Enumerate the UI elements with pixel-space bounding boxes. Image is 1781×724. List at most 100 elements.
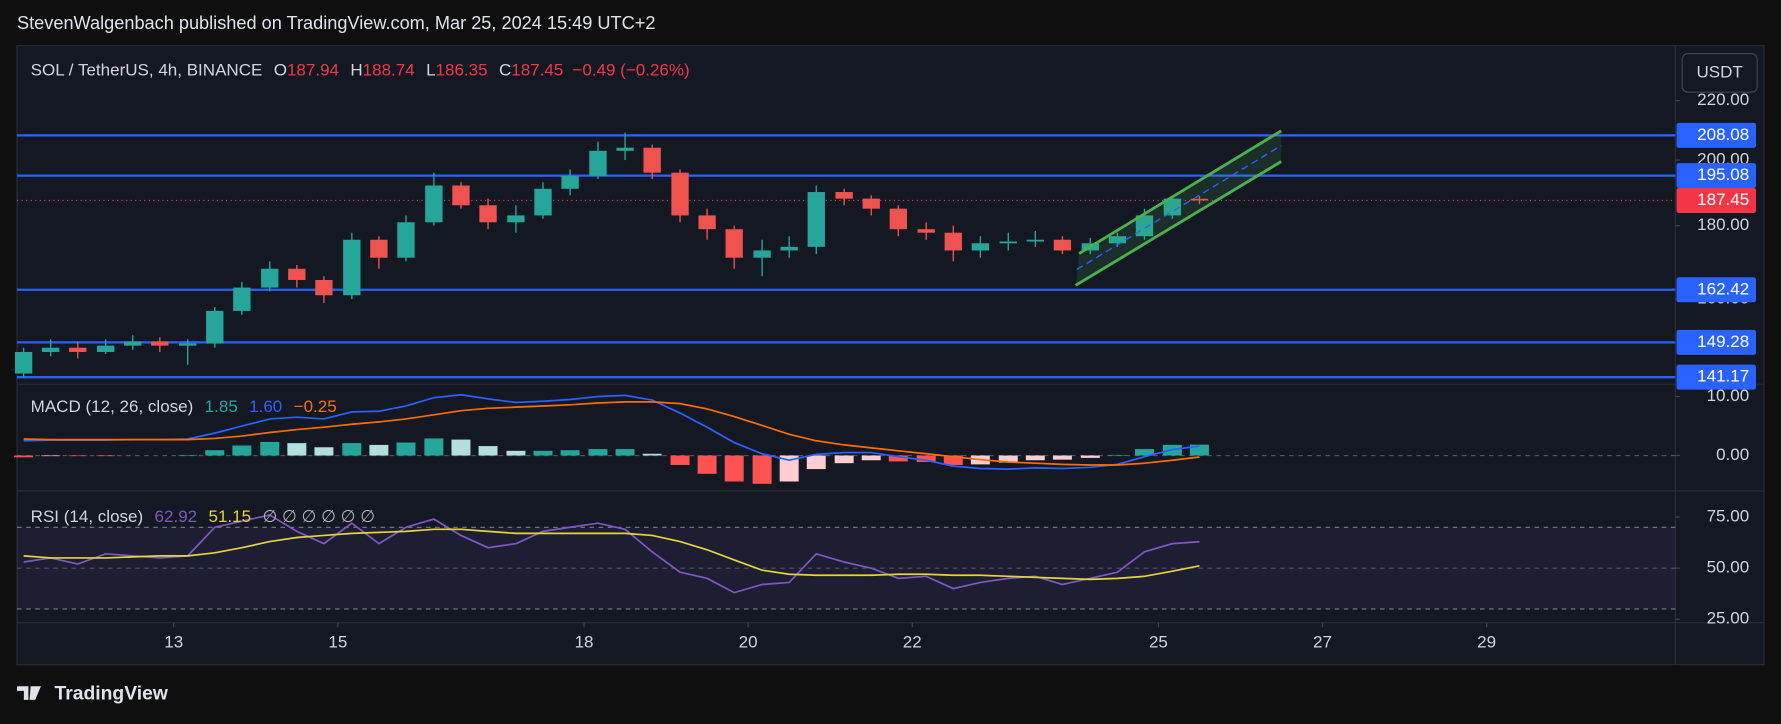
legend-title: SOL / TetherUS, 4h, BINANCE bbox=[31, 60, 263, 79]
legend-ohlc-label: C bbox=[499, 60, 511, 79]
x-tick-label: 15 bbox=[328, 633, 347, 652]
candle-body bbox=[179, 343, 197, 346]
legend-value: 51.15 bbox=[209, 507, 252, 526]
level-label-box bbox=[1676, 364, 1757, 390]
level-label-box bbox=[1676, 163, 1757, 189]
channel-lower bbox=[1074, 160, 1282, 287]
legend-ohlc-label: H bbox=[350, 60, 362, 79]
histogram-bar bbox=[96, 455, 116, 457]
legend-ohlc-value: 187.45 bbox=[511, 60, 563, 79]
currency-label[interactable]: USDT bbox=[1697, 62, 1743, 81]
candle-body bbox=[807, 192, 825, 247]
macd-line bbox=[23, 393, 1200, 470]
channel-mid bbox=[1076, 145, 1282, 271]
candle-body bbox=[1053, 239, 1072, 251]
histogram-bar bbox=[287, 443, 307, 456]
legend-ohlc-value: 186.35 bbox=[436, 60, 488, 79]
label-layer: 1315182022252729160.00180.00200.00220.00… bbox=[31, 60, 1757, 652]
candle-body bbox=[561, 175, 579, 189]
x-tick-label: 13 bbox=[164, 633, 183, 652]
histogram-bar bbox=[588, 449, 608, 456]
histogram-bar bbox=[41, 455, 61, 457]
histogram-bar bbox=[724, 455, 744, 482]
candle-body bbox=[862, 198, 880, 209]
candle-body bbox=[835, 192, 853, 199]
last-price-label: 187.45 bbox=[1697, 190, 1749, 209]
legend-ohlc-label: L bbox=[426, 60, 435, 79]
y-tick-label: 75.00 bbox=[1707, 507, 1750, 526]
histogram-bar bbox=[260, 441, 280, 456]
candle-body bbox=[698, 215, 716, 230]
candle-body bbox=[671, 172, 689, 216]
candle-body bbox=[69, 347, 87, 352]
histogram-bar bbox=[369, 444, 389, 456]
histogram-bar bbox=[1189, 444, 1209, 456]
plot-layer bbox=[14, 132, 1676, 610]
level-label: 208.08 bbox=[1697, 125, 1749, 144]
histogram-bar bbox=[615, 449, 635, 456]
x-tick-label: 25 bbox=[1149, 633, 1168, 652]
y-tick-label: 10.00 bbox=[1707, 386, 1750, 405]
histogram-bar bbox=[670, 455, 690, 465]
histogram-bar bbox=[314, 447, 334, 456]
ma-line bbox=[23, 528, 1200, 581]
histogram-bar bbox=[806, 455, 826, 470]
candle-body bbox=[206, 310, 224, 344]
candle-body bbox=[917, 229, 935, 233]
currency-button[interactable] bbox=[1681, 53, 1758, 93]
candle-body bbox=[233, 287, 251, 311]
legend-ohlc-value: 187.94 bbox=[287, 60, 339, 79]
candle-body bbox=[889, 208, 907, 230]
candle-body bbox=[452, 185, 470, 206]
legend-change: −0.49 (−0.26%) bbox=[572, 60, 689, 79]
candle-body bbox=[397, 222, 415, 258]
histogram-bar bbox=[342, 443, 362, 456]
histogram-bar bbox=[560, 450, 580, 456]
signal-line bbox=[23, 400, 1200, 466]
legend-title: RSI (14, close) bbox=[31, 507, 144, 526]
last-price-box bbox=[1676, 187, 1757, 213]
histogram-bar bbox=[834, 455, 854, 464]
histogram-bar bbox=[232, 445, 252, 456]
histogram-bar bbox=[178, 454, 198, 456]
candle-body bbox=[42, 347, 60, 352]
histogram-bar bbox=[1080, 455, 1100, 458]
histogram-bar bbox=[1107, 454, 1127, 456]
histogram-bar bbox=[1052, 455, 1072, 460]
pane-legend: RSI (14, close) 62.92 51.15 ∅ ∅ ∅ ∅ ∅ ∅ bbox=[31, 507, 375, 526]
histogram-bar bbox=[752, 455, 772, 484]
level-label-box bbox=[1676, 329, 1757, 355]
histogram-bar bbox=[533, 450, 553, 456]
x-tick-label: 27 bbox=[1313, 633, 1332, 652]
candle-body bbox=[643, 147, 661, 173]
y-tick-label: 50.00 bbox=[1707, 558, 1750, 577]
candle-body bbox=[507, 215, 525, 223]
candle-body bbox=[1108, 236, 1127, 244]
x-tick-label: 22 bbox=[903, 633, 922, 652]
candle-body bbox=[725, 229, 743, 258]
legend-value: 1.60 bbox=[249, 396, 282, 415]
candle-body bbox=[534, 188, 552, 216]
chart-panel bbox=[16, 45, 1765, 666]
histogram-bar bbox=[998, 455, 1018, 463]
histogram-bar bbox=[779, 455, 799, 482]
level-label-box bbox=[1676, 122, 1757, 148]
histogram-bar bbox=[1025, 455, 1045, 461]
pane-legend: SOL / TetherUS, 4h, BINANCE O187.94 H188.7… bbox=[31, 60, 690, 79]
histogram-bar bbox=[1134, 449, 1154, 456]
channel-upper bbox=[1078, 129, 1282, 255]
candle-body bbox=[999, 241, 1017, 244]
histogram-bar bbox=[68, 455, 88, 457]
logo-text: TradingView bbox=[55, 683, 169, 704]
level-label: 162.42 bbox=[1697, 279, 1749, 298]
histogram-bar bbox=[506, 450, 526, 456]
histogram-bar bbox=[14, 455, 34, 458]
pane-legend: MACD (12, 26, close) 1.85 1.60 −0.25 bbox=[31, 396, 337, 415]
y-tick-label: 0.00 bbox=[1716, 445, 1749, 464]
histogram-bar bbox=[943, 455, 963, 465]
candle-body bbox=[370, 239, 388, 258]
candle-body bbox=[315, 279, 333, 296]
candle-body bbox=[343, 239, 361, 296]
